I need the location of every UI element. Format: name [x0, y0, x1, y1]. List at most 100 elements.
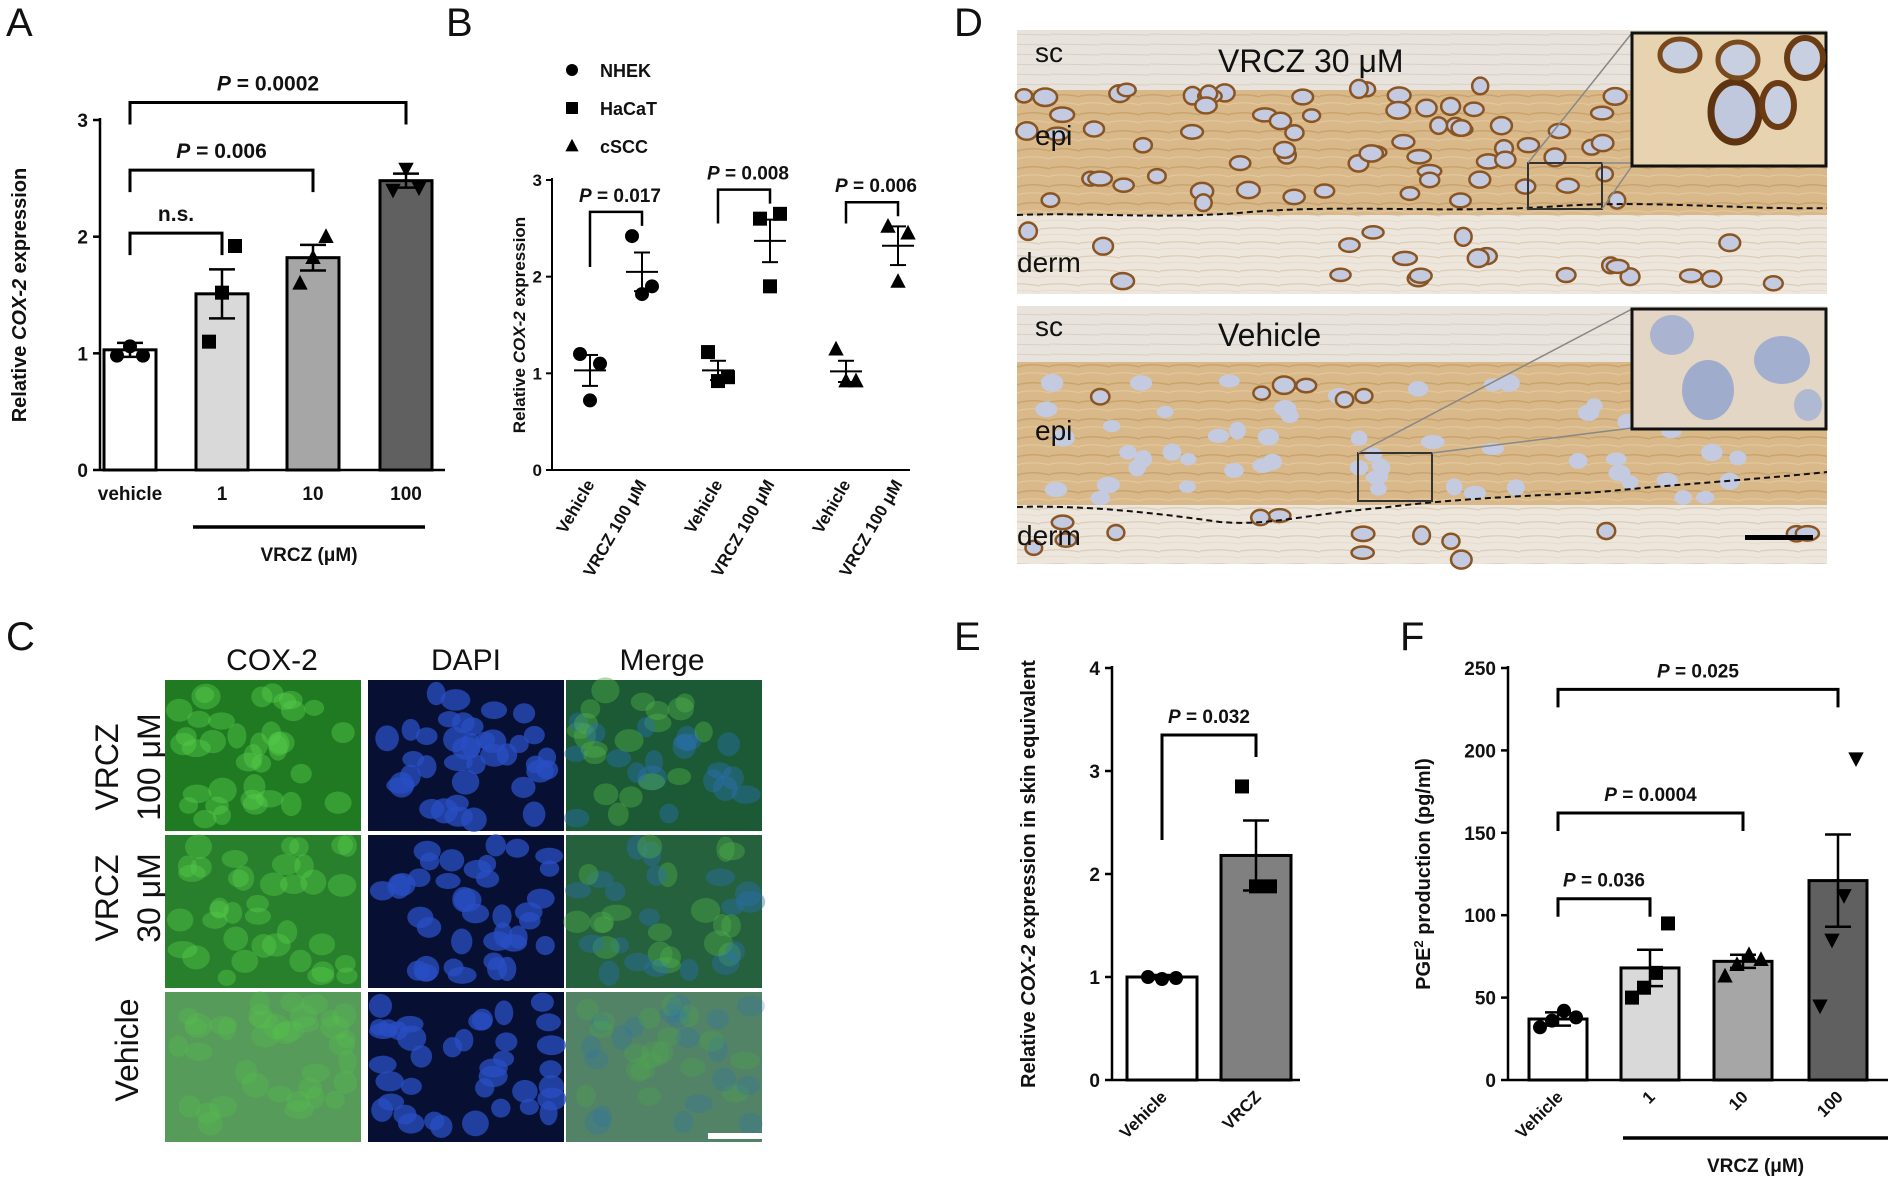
nucleus [1453, 226, 1473, 248]
micrograph-tile-1-2 [563, 834, 766, 988]
nucleus [1089, 387, 1111, 406]
nucleus [1406, 148, 1433, 165]
data-point-0-3 [1569, 1010, 1583, 1025]
y-tick-label: 2 [77, 228, 88, 249]
nucleus [1608, 464, 1631, 482]
nucleus [1729, 450, 1747, 466]
micrograph-tile-0-1 [368, 680, 564, 832]
nucleus [1543, 147, 1567, 168]
data-point-0-2 [1169, 971, 1183, 986]
panel-d-histology: sc VRCZ 30 μM epi derm sc Vehicle [1014, 30, 1828, 570]
nucleus [1040, 192, 1061, 209]
data-point-0-0 [110, 348, 124, 363]
legend-label-cscc: cSCC [600, 137, 648, 157]
data-point-1-3 [1661, 916, 1675, 931]
nucleus [1235, 180, 1261, 200]
data-point-1-1-1 [773, 206, 787, 221]
nucleus [1364, 447, 1383, 462]
nucleus [1146, 167, 1167, 185]
row-label-vrcz100-line2: 100 μM [131, 713, 167, 820]
nucleus [1605, 258, 1630, 275]
nucleus [1350, 430, 1368, 446]
data-point-2-1-0 [880, 218, 896, 233]
nucleus [1408, 267, 1433, 284]
nucleus [1044, 126, 1071, 142]
micrograph-tile-1-1 [368, 834, 564, 988]
panel-letter-e: E [954, 615, 981, 659]
row-label-vrcz30-line2: 30 μM [131, 853, 167, 943]
nucleus [1445, 478, 1463, 496]
micrograph-tile-1-0 [165, 834, 361, 988]
comparison-bracket-2 [844, 200, 900, 224]
y-tick-label: 250 [1464, 659, 1496, 680]
column-header-merge: Merge [619, 644, 704, 677]
data-point-2-0-2 [838, 372, 854, 388]
nucleus [1605, 452, 1627, 466]
bar-1 [194, 292, 250, 472]
label-epi-bottom: epi [1035, 415, 1072, 446]
histology-vrcz30: sc VRCZ 30 μM epi derm [1014, 30, 1828, 294]
nucleus [1268, 111, 1293, 131]
data-point-1-1 [215, 285, 229, 300]
nucleus [1014, 87, 1034, 104]
legend-marker-cscc [565, 138, 579, 152]
data-point-3-1 [1824, 933, 1840, 949]
p-value-label-2: P = 0.0002 [217, 73, 319, 96]
x-tick-label-2: 10 [302, 484, 323, 505]
nucleus [1514, 178, 1537, 195]
nucleus [1119, 445, 1137, 460]
p-value-label-1: P = 0.008 [707, 164, 789, 185]
label-epi-top: epi [1035, 120, 1072, 151]
nucleus [1313, 183, 1336, 199]
nucleus [1054, 532, 1078, 548]
nucleus [1718, 233, 1742, 253]
x-tick-label-1: 1 [217, 484, 228, 505]
y-tick-label: 3 [533, 171, 542, 190]
data-point-1-0-2 [711, 374, 725, 389]
group-label: VRCZ (μM) [1707, 1156, 1804, 1177]
p-value-label-0: P = 0.032 [1168, 707, 1250, 728]
nucleus [1284, 124, 1305, 142]
nucleus [1547, 122, 1572, 140]
data-point-2-1-1 [900, 224, 916, 240]
data-point-2-0 [1717, 967, 1733, 983]
y-tick-label: 0 [77, 461, 88, 482]
histology-vehicle: sc Vehicle epi derm [1016, 306, 1828, 570]
comparison-bracket-2 [128, 101, 408, 125]
data-point-1-1 [1249, 879, 1263, 894]
nucleus [1463, 485, 1487, 501]
data-point-3-2 [411, 181, 427, 197]
nucleus [1678, 268, 1703, 284]
data-point-0-2 [136, 348, 150, 363]
nucleus [1179, 123, 1205, 140]
y-tick-label: 2 [1089, 865, 1100, 886]
nucleus [1040, 374, 1064, 392]
nucleus [1412, 525, 1432, 546]
nucleus [1448, 192, 1472, 209]
p-value-label-0: P = 0.036 [1563, 871, 1645, 892]
comparison-bracket-0 [1160, 733, 1258, 840]
nucleus [1354, 387, 1374, 405]
nucleus [1301, 108, 1322, 124]
comparison-bracket-1 [716, 188, 772, 224]
y-axis-title: Relative COX-2 expression [9, 168, 31, 423]
nucleus [1399, 185, 1421, 202]
y-tick-label: 1 [1089, 968, 1100, 989]
nucleus [1358, 144, 1385, 163]
data-point-1-2 [1263, 879, 1277, 894]
nucleus [1489, 115, 1514, 136]
nucleus [1385, 100, 1412, 120]
data-point-0-0-0 [573, 347, 587, 361]
micrograph-tile-2-1 [368, 992, 567, 1142]
nucleus [1262, 453, 1282, 471]
nucleus [1674, 490, 1693, 505]
data-point-0-0-2 [583, 393, 597, 408]
scale-bar-d [1745, 535, 1813, 540]
nucleus [1439, 96, 1462, 117]
y-tick-label: 0 [1485, 1071, 1496, 1092]
data-point-2-3 [1753, 951, 1769, 966]
data-point-0-0 [1533, 1020, 1547, 1035]
y-tick-label: 150 [1464, 824, 1496, 845]
nucleus [1295, 377, 1318, 394]
data-point-2-0 [292, 274, 308, 290]
